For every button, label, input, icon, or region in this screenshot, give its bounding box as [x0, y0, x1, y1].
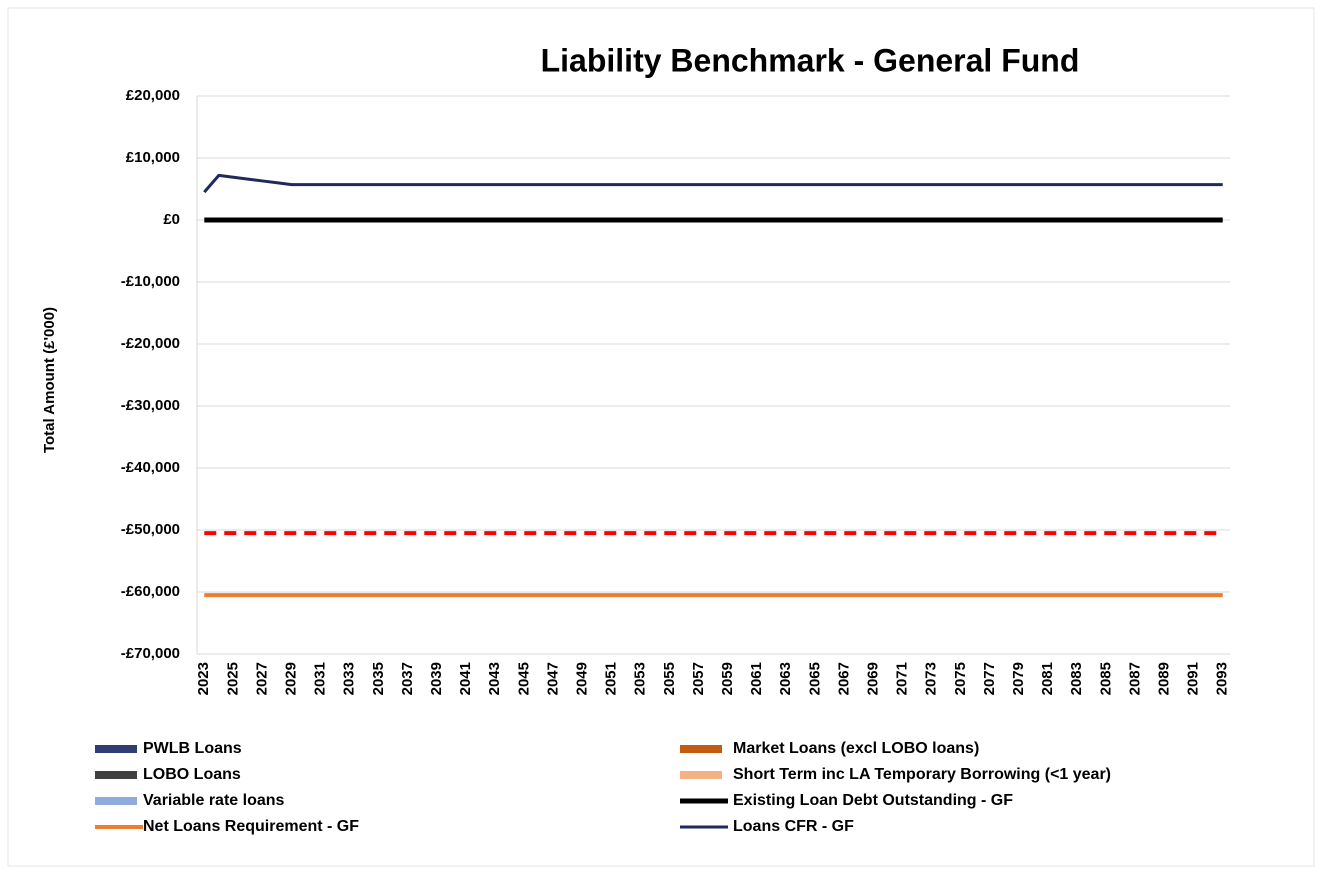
- x-tick-label: 2061: [748, 662, 765, 695]
- y-tick-label: -£60,000: [121, 583, 180, 600]
- x-tick-label: 2049: [574, 662, 591, 695]
- y-tick-label: -£70,000: [121, 645, 180, 662]
- x-tick-label: 2029: [283, 662, 300, 695]
- x-tick-label: 2053: [632, 662, 649, 695]
- x-tick-label: 2069: [865, 662, 882, 695]
- x-tick-label: 2041: [457, 662, 474, 695]
- x-tick-label: 2067: [835, 662, 852, 695]
- y-tick-label: -£40,000: [121, 459, 180, 476]
- x-tick-label: 2085: [1097, 662, 1114, 695]
- x-tick-label: 2047: [544, 662, 561, 695]
- y-tick-label: -£10,000: [121, 273, 180, 290]
- x-tick-label: 2039: [428, 662, 445, 695]
- y-tick-label: £0: [163, 211, 180, 228]
- legend-swatch: [95, 745, 137, 753]
- x-tick-label: 2043: [486, 662, 503, 695]
- legend-label: Loans CFR - GF: [733, 818, 854, 835]
- legend-swatch: [680, 771, 722, 779]
- x-tick-label: 2087: [1126, 662, 1143, 695]
- legend-label: Existing Loan Debt Outstanding - GF: [733, 792, 1013, 809]
- x-tick-label: 2025: [224, 662, 241, 695]
- x-tick-label: 2071: [894, 662, 911, 695]
- legend-label: LOBO Loans: [143, 766, 241, 783]
- x-tick-label: 2093: [1214, 662, 1231, 695]
- x-tick-label: 2077: [981, 662, 998, 695]
- chart-frame: [7, 7, 1315, 867]
- x-tick-label: 2027: [253, 662, 270, 695]
- y-axis-label: Total Amount (£'000): [41, 307, 58, 453]
- legend-label: Short Term inc LA Temporary Borrowing (<…: [733, 766, 1111, 783]
- y-tick-label: -£20,000: [121, 335, 180, 352]
- x-tick-label: 2059: [719, 662, 736, 695]
- legend-label: Net Loans Requirement - GF: [143, 818, 359, 835]
- legend-label: Market Loans (excl LOBO loans): [733, 740, 979, 757]
- legend-swatch: [95, 797, 137, 805]
- legend-label: PWLB Loans: [143, 740, 242, 757]
- x-tick-label: 2055: [661, 662, 678, 695]
- x-tick-label: 2031: [312, 662, 329, 695]
- x-tick-label: 2051: [603, 662, 620, 695]
- x-tick-label: 2065: [806, 662, 823, 695]
- x-tick-label: 2057: [690, 662, 707, 695]
- x-tick-label: 2075: [952, 662, 969, 695]
- legend-swatch: [680, 745, 722, 753]
- legend-label: Variable rate loans: [143, 792, 285, 809]
- y-tick-label: £20,000: [126, 87, 180, 104]
- chart-title: Liability Benchmark - General Fund: [541, 42, 1080, 78]
- x-tick-label: 2079: [1010, 662, 1027, 695]
- x-tick-label: 2023: [195, 662, 212, 695]
- legend-swatch: [95, 771, 137, 779]
- x-tick-label: 2083: [1068, 662, 1085, 695]
- x-tick-label: 2081: [1039, 662, 1056, 695]
- y-tick-label: -£30,000: [121, 397, 180, 414]
- y-tick-label: £10,000: [126, 149, 180, 166]
- x-tick-label: 2037: [399, 662, 416, 695]
- x-tick-label: 2035: [370, 662, 387, 695]
- x-tick-label: 2073: [923, 662, 940, 695]
- x-tick-label: 2045: [515, 662, 532, 695]
- x-tick-label: 2063: [777, 662, 794, 695]
- x-tick-label: 2033: [341, 662, 358, 695]
- x-tick-label: 2089: [1155, 662, 1172, 695]
- x-tick-label: 2091: [1185, 662, 1202, 695]
- line-series: [203, 173, 1223, 194]
- y-tick-label: -£50,000: [121, 521, 180, 538]
